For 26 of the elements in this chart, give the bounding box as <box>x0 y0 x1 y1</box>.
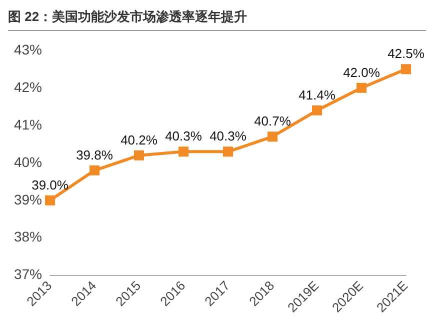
point <box>89 165 100 176</box>
point <box>178 146 189 157</box>
point <box>400 64 412 74</box>
point <box>134 150 144 160</box>
y-tick-label: 38% <box>14 228 42 245</box>
point <box>312 105 322 116</box>
data-label: 41.4% <box>298 87 336 102</box>
data-label: 40.7% <box>254 114 292 129</box>
y-tick-label: 37% <box>14 266 42 282</box>
y-tick-label: 39% <box>14 191 42 208</box>
data-label: 40.3% <box>165 128 202 144</box>
point <box>267 132 278 142</box>
chart-title: 图 22：美国功能沙发市场渗透率逐年提升 <box>8 8 248 26</box>
point <box>222 146 234 157</box>
data-label: 39.0% <box>32 177 69 192</box>
point <box>44 195 56 206</box>
data-label: 39.8% <box>76 147 114 162</box>
data-label: 42.0% <box>343 64 380 80</box>
data-label: 42.5% <box>388 46 425 62</box>
data-label: 40.2% <box>120 132 158 148</box>
data-label: 40.3% <box>210 128 247 144</box>
y-tick-label: 43% <box>14 41 42 58</box>
y-tick-label: 41% <box>14 116 42 132</box>
point <box>356 82 367 93</box>
y-tick-label: 40% <box>14 154 42 170</box>
y-tick-label: 42% <box>14 78 42 95</box>
